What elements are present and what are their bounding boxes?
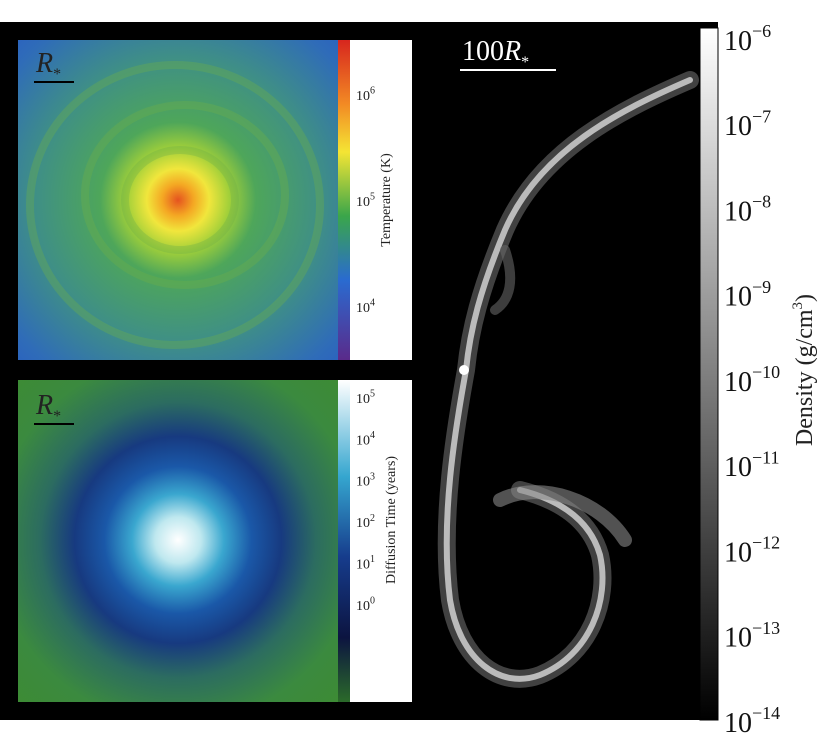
diffusion-map <box>18 380 338 702</box>
tick-exp: −8 <box>752 192 771 212</box>
tick-label: 10−9 <box>724 277 771 313</box>
tick-label: 10−13 <box>724 618 780 654</box>
tick-label: 105 <box>356 389 375 407</box>
tick-exp: −10 <box>752 362 780 382</box>
density-stream <box>437 71 699 688</box>
tick-exp: 5 <box>370 192 375 203</box>
tick-exp: 0 <box>370 596 375 607</box>
colorbar-label: Diffusion Time (years) <box>384 456 399 584</box>
colorbar-label: Density (g/cm3) <box>790 294 818 446</box>
tick-base: 10 <box>724 708 752 739</box>
tick-labels: 10610510410510410310210110010−610−710−81… <box>356 21 780 739</box>
symbol: R <box>35 390 53 421</box>
tick-label: 103 <box>356 471 375 489</box>
tick-label: 10−10 <box>724 362 780 398</box>
tick-exp: 6 <box>370 86 375 97</box>
tick-base: 10 <box>724 537 752 568</box>
tick-label: 106 <box>356 86 375 104</box>
tick-exp: −11 <box>752 447 779 467</box>
subscript: * <box>521 54 529 71</box>
tick-base: 10 <box>724 196 752 227</box>
tick-label: 101 <box>356 554 375 572</box>
tick-label: 104 <box>356 298 375 316</box>
panel-label: R* <box>34 48 74 83</box>
svg-text:100R*: 100R* <box>462 36 529 71</box>
number: 100 <box>462 36 504 67</box>
tick-exp: 5 <box>370 389 375 400</box>
svg-text:R*: R* <box>35 390 61 425</box>
tick-exp: 4 <box>370 430 375 441</box>
tick-exp: −12 <box>752 533 780 553</box>
diffusion-colorbar <box>338 380 350 702</box>
scale-bar: 100R* <box>460 36 556 71</box>
tick-base: 10 <box>356 558 370 573</box>
tick-label: 10−6 <box>724 21 771 57</box>
temperature-colorbar <box>338 40 350 360</box>
tick-exp: 3 <box>370 471 375 482</box>
label-sup: 3 <box>790 302 806 310</box>
tick-base: 10 <box>356 301 370 316</box>
colorbar-label: Temperature (K) <box>379 153 394 247</box>
tick-exp: −14 <box>752 703 780 723</box>
density-colorbar <box>699 27 719 721</box>
svg-text:R*: R* <box>35 48 61 83</box>
tick-base: 10 <box>724 26 752 57</box>
tick-label: 10−14 <box>724 703 780 739</box>
tick-base: 10 <box>724 452 752 483</box>
tick-exp: −13 <box>752 618 780 638</box>
tick-label: 10−12 <box>724 533 780 569</box>
tick-base: 10 <box>724 111 752 142</box>
panel-label: R* <box>34 390 74 425</box>
subscript: * <box>53 66 61 83</box>
tick-exp: 1 <box>370 554 375 565</box>
label: Density (g/cm <box>792 309 818 446</box>
tick-exp: −9 <box>752 277 771 297</box>
tick-base: 10 <box>724 623 752 654</box>
label-close: ) <box>792 294 818 302</box>
tick-base: 10 <box>724 282 752 313</box>
tick-label: 10−11 <box>724 447 779 483</box>
tick-label: 10−7 <box>724 106 771 142</box>
symbol: R <box>35 48 53 79</box>
spiral <box>26 61 324 349</box>
tick-label: 10−8 <box>724 192 771 228</box>
tick-exp: 2 <box>370 513 375 524</box>
temperature-map <box>18 40 338 360</box>
tick-label: 105 <box>356 192 375 210</box>
tick-base: 10 <box>356 392 370 407</box>
tick-base: 10 <box>724 367 752 398</box>
tick-exp: −6 <box>752 21 771 41</box>
tick-base: 10 <box>356 195 370 210</box>
tick-exp: −7 <box>752 106 771 126</box>
subscript: * <box>53 408 61 425</box>
tick-label: 102 <box>356 513 375 531</box>
tick-label: 104 <box>356 430 375 448</box>
tick-base: 10 <box>356 433 370 448</box>
tick-label: 100 <box>356 596 375 614</box>
tick-base: 10 <box>356 599 370 614</box>
tick-base: 10 <box>356 89 370 104</box>
symbol: R <box>503 36 521 67</box>
tick-base: 10 <box>356 516 370 531</box>
tick-exp: 4 <box>370 298 375 309</box>
tick-base: 10 <box>356 475 370 490</box>
